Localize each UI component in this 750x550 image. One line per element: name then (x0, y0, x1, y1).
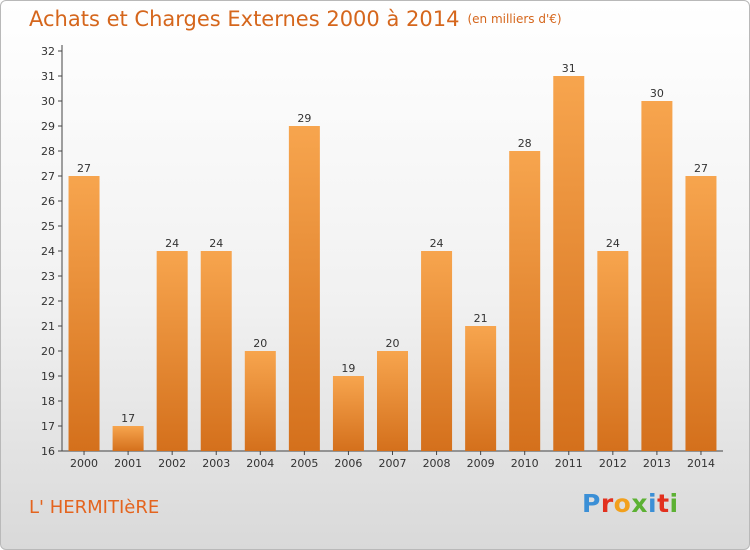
bar-2012 (597, 251, 629, 451)
x-tick-label-2013: 2013 (643, 457, 671, 470)
data-label-2013: 30 (650, 87, 664, 100)
y-tick-label: 30 (41, 95, 55, 108)
x-tick-label-2009: 2009 (467, 457, 495, 470)
bar-2008 (421, 251, 453, 451)
y-tick-label: 26 (41, 195, 55, 208)
data-label-2009: 21 (474, 312, 488, 325)
logo-letter: P (582, 489, 601, 518)
y-tick-label: 28 (41, 145, 55, 158)
data-label-2007: 20 (386, 337, 400, 350)
y-tick-label: 20 (41, 345, 55, 358)
data-label-2012: 24 (606, 237, 620, 250)
data-label-2014: 27 (694, 162, 708, 175)
y-tick-label: 19 (41, 370, 55, 383)
data-label-2005: 29 (297, 112, 311, 125)
bar-2002 (156, 251, 188, 451)
data-label-2003: 24 (209, 237, 223, 250)
x-tick-label-2010: 2010 (511, 457, 539, 470)
data-label-2000: 27 (77, 162, 91, 175)
bar-2007 (377, 351, 408, 451)
logo-letter: i (669, 489, 679, 518)
x-tick-label-2005: 2005 (290, 457, 318, 470)
x-tick-label-2004: 2004 (246, 457, 274, 470)
bar-2001 (112, 426, 144, 451)
y-tick-label: 27 (41, 170, 55, 183)
bar-2010 (509, 151, 541, 451)
data-label-2008: 24 (430, 237, 444, 250)
y-tick-label: 18 (41, 395, 55, 408)
x-tick-label-2012: 2012 (599, 457, 627, 470)
y-tick-label: 16 (41, 445, 55, 458)
x-tick-label-2003: 2003 (202, 457, 230, 470)
x-tick-label-2006: 2006 (334, 457, 362, 470)
y-tick-label: 23 (41, 270, 55, 283)
x-tick-label-2002: 2002 (158, 457, 186, 470)
data-label-2006: 19 (341, 362, 355, 375)
x-tick-label-2014: 2014 (687, 457, 715, 470)
bar-2004 (244, 351, 276, 451)
x-tick-label-2008: 2008 (423, 457, 451, 470)
proxiti-logo: Proxiti (582, 489, 679, 518)
x-tick-label-2007: 2007 (379, 457, 407, 470)
data-label-2011: 31 (562, 62, 576, 75)
y-tick-label: 24 (41, 245, 55, 258)
bar-2013 (641, 101, 673, 451)
data-label-2010: 28 (518, 137, 532, 150)
title-text: Achats et Charges Externes 2000 à 2014 (29, 7, 460, 31)
bar-2000 (68, 176, 100, 451)
y-tick-label: 17 (41, 420, 55, 433)
y-tick-label: 22 (41, 295, 55, 308)
chart-title: Achats et Charges Externes 2000 à 2014 (e… (29, 7, 562, 31)
y-tick-label: 32 (41, 45, 55, 58)
x-tick-label-2000: 2000 (70, 457, 98, 470)
data-label-2001: 17 (121, 412, 135, 425)
y-tick-label: 25 (41, 220, 55, 233)
title-unit: (en milliers d'€) (467, 12, 562, 26)
y-tick-label: 31 (41, 70, 55, 83)
logo-letter: x (631, 489, 648, 518)
data-label-2004: 20 (253, 337, 267, 350)
logo-letter: r (600, 489, 614, 518)
data-label-2002: 24 (165, 237, 179, 250)
y-tick-label: 29 (41, 120, 55, 133)
logo-letter: t (657, 489, 670, 518)
bar-2011 (553, 76, 585, 451)
y-tick-label: 21 (41, 320, 55, 333)
logo-letter: i (648, 489, 658, 518)
x-tick-label-2001: 2001 (114, 457, 142, 470)
x-tick-label-2011: 2011 (555, 457, 583, 470)
bar-2009 (465, 326, 497, 451)
logo-letter: o (613, 489, 632, 518)
place-name: L' HERMITIèRE (29, 497, 160, 518)
bar-2006 (332, 376, 364, 451)
bar-2003 (200, 251, 232, 451)
bar-2014 (685, 176, 717, 451)
bar-2005 (288, 126, 320, 451)
